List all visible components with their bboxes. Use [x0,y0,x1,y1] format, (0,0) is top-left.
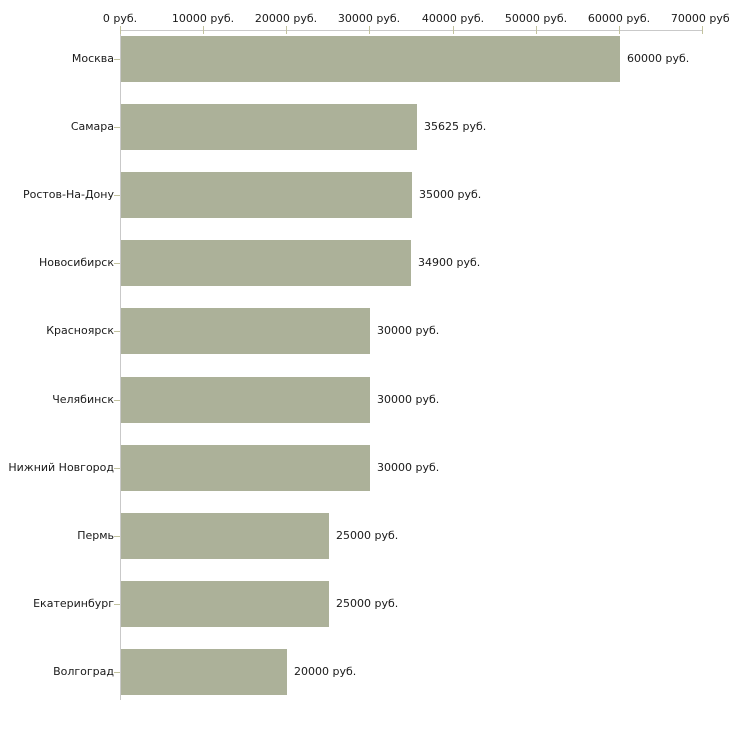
bar-5 [121,308,370,354]
value-label: 25000 руб. [336,529,399,542]
category-label: Ростов-На-Дону [22,188,114,201]
x-axis-tick [203,26,204,34]
value-label: 60000 руб. [627,52,690,65]
value-label: 30000 руб. [377,393,440,406]
bar-8 [121,513,329,559]
bar-9 [121,581,329,627]
x-axis-tick-label: 30000 руб. [337,12,401,25]
y-axis-tick [114,468,120,469]
category-label: Нижний Новгород [8,461,114,474]
y-axis-tick [114,536,120,537]
x-axis-tick-label: 40000 руб. [421,12,485,25]
value-label: 35625 руб. [424,120,487,133]
y-axis-tick [114,59,120,60]
bar-7 [121,445,370,491]
x-axis-tick-label: 10000 руб. [171,12,235,25]
value-label: 20000 руб. [294,665,357,678]
bar-10 [121,649,287,695]
x-axis-line [120,30,703,31]
x-axis-tick [120,26,121,34]
category-label: Волгоград [53,665,114,678]
x-axis-tick-label: 50000 руб. [504,12,568,25]
y-axis-line [120,30,121,700]
bar-2 [121,104,417,150]
bar-3 [121,172,412,218]
category-label: Новосибирск [38,256,114,269]
x-axis-tick-label: 0 руб. [102,12,138,25]
bar-6 [121,377,370,423]
value-label: 30000 руб. [377,324,440,337]
x-axis-tick [453,26,454,34]
bar-1 [121,36,620,82]
category-label: Красноярск [46,324,114,337]
y-axis-tick [114,604,120,605]
y-axis-tick [114,672,120,673]
y-axis-tick [114,195,120,196]
category-label: Челябинск [52,393,114,406]
y-axis-tick [114,331,120,332]
category-label: Москва [71,52,114,65]
value-label: 35000 руб. [419,188,482,201]
y-axis-tick [114,263,120,264]
category-label: Самара [70,120,114,133]
value-label: 34900 руб. [418,256,481,269]
category-label: Екатеринбург [33,597,114,610]
y-axis-tick [114,127,120,128]
x-axis-tick [619,26,620,34]
x-axis-tick-label: 60000 руб. [587,12,651,25]
y-axis-tick [114,400,120,401]
x-axis-tick-label: 20000 руб. [254,12,318,25]
x-axis-tick [369,26,370,34]
x-axis-tick-label: 70000 руб. [670,12,730,25]
x-axis-tick [702,26,703,34]
x-axis-tick [286,26,287,34]
value-label: 30000 руб. [377,461,440,474]
category-label: Пермь [77,529,114,542]
bar-4 [121,240,411,286]
x-axis-tick [536,26,537,34]
value-label: 25000 руб. [336,597,399,610]
